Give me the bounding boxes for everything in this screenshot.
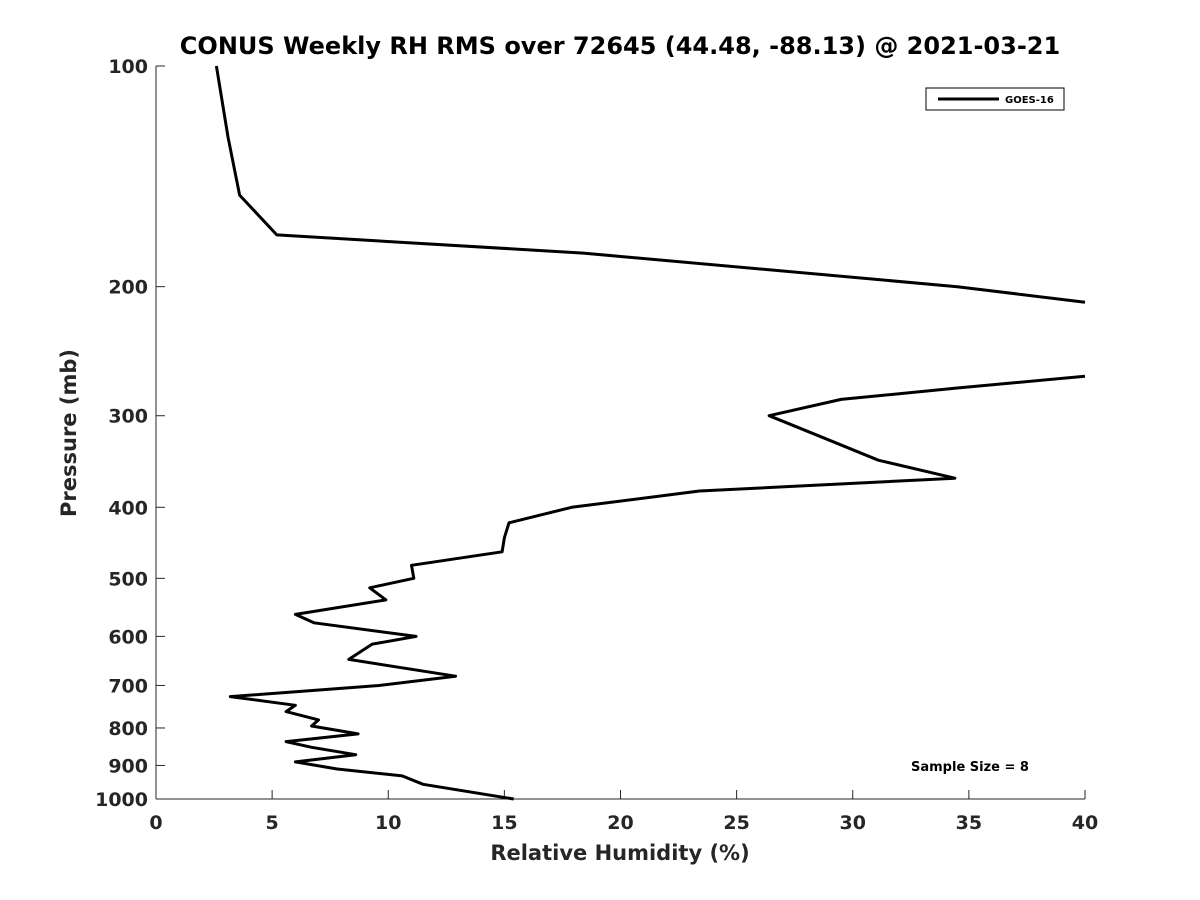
x-tick-label: 0 [149, 812, 162, 834]
chart-title: CONUS Weekly RH RMS over 72645 (44.48, -… [180, 32, 1060, 60]
series-line-goes16 [214, 65, 1086, 304]
legend: GOES-16 [925, 87, 1065, 111]
x-axis-label: Relative Humidity (%) [490, 841, 749, 865]
series-line-goes16 [228, 374, 1086, 801]
y-tick-label: 300 [108, 406, 148, 428]
x-axis: 0 5 10 15 20 25 30 35 40 [149, 790, 1098, 834]
y-tick-label: 500 [108, 568, 148, 590]
x-tick-label: 5 [266, 812, 279, 834]
y-tick-label: 800 [108, 718, 148, 740]
legend-label: GOES-16 [1005, 95, 1054, 106]
x-tick-label: 40 [1072, 812, 1098, 834]
x-tick-label: 20 [607, 812, 633, 834]
y-tick-label: 100 [108, 56, 148, 78]
x-tick-label: 35 [956, 812, 982, 834]
x-tick-label: 30 [840, 812, 866, 834]
y-tick-label: 900 [108, 755, 148, 777]
x-tick-label: 10 [375, 812, 401, 834]
sample-size-note: Sample Size = 8 [911, 760, 1029, 775]
series-layer [214, 65, 1086, 801]
y-tick-label: 1000 [95, 789, 148, 811]
x-tick-label: 25 [723, 812, 749, 834]
y-tick-label: 700 [108, 675, 148, 697]
x-tick-label: 15 [491, 812, 517, 834]
y-tick-label: 200 [108, 277, 148, 299]
y-tick-label: 400 [108, 497, 148, 519]
y-axis: 100 200 300 400 500 600 700 800 900 1000 [95, 56, 165, 811]
y-axis-label: Pressure (mb) [57, 349, 81, 517]
y-tick-label: 600 [108, 626, 148, 648]
plot-area [156, 66, 1085, 799]
